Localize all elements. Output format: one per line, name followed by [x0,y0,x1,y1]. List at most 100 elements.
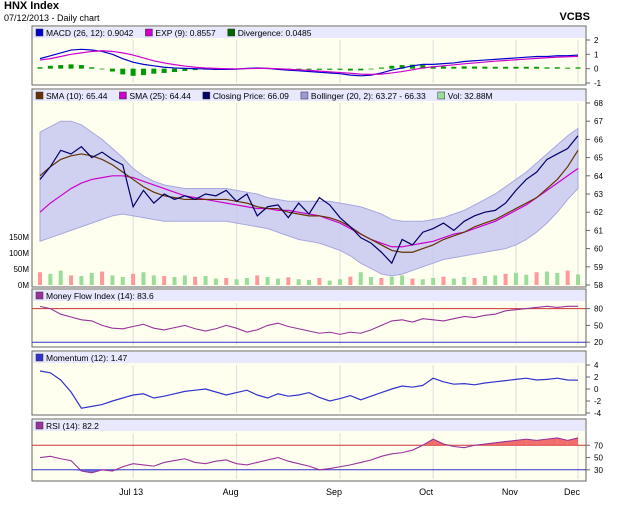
divergence-bar [451,66,457,69]
legend-label: RSI (14): 82.2 [46,421,99,431]
y-tick-label: 20 [594,338,603,347]
legend-swatch [35,28,44,37]
rsi-overbought-fill [526,439,537,446]
y-tick-label: 61 [594,226,603,235]
volume-bar [255,275,260,285]
legend-swatch [35,91,44,100]
y-tick-label: 0 [594,385,599,394]
panel-rsi [31,418,590,482]
volume-bar [379,277,384,285]
rsi-overbought-fill [495,441,506,446]
volume-bar [193,276,198,285]
volume-bar [141,272,146,285]
y-tick-label: 70 [594,441,603,450]
legend-swatch [145,28,153,37]
y-tick-label: 66 [594,135,603,144]
divergence-bar [409,64,415,69]
legend-swatch [119,91,127,100]
volume-bar [110,275,115,285]
y-tick-label: -4 [594,409,602,418]
divergence-bar [523,66,529,69]
volume-bar [369,277,374,285]
legend-label: MACD (26, 12): 0.9042 [46,28,134,38]
y-tick-label: 59 [594,263,603,272]
volume-bar [296,279,301,285]
divergence-bar [151,68,157,74]
y-tick-label: 50 [594,321,603,330]
legend-label: EXP (9): 0.8557 [155,28,216,38]
divergence-bar [544,67,550,69]
y-tick-label: 1 [594,50,599,59]
divergence-bar [327,68,333,70]
panel-legend-bar-rsi [33,420,585,431]
y-tick-label: 30 [594,466,603,475]
volume-bar [472,277,477,285]
volume-bar [48,273,53,285]
legend-swatch [35,421,44,430]
volume-bar [307,279,311,285]
macd-line [39,48,579,77]
panel-macd [31,25,590,86]
volume-bar [224,277,229,285]
momentum-line [39,370,579,409]
divergence-bar [120,68,126,75]
volume-bar [555,272,560,285]
y-tick-label: 65 [594,154,603,163]
y-tick-label: 68 [594,99,603,108]
y-tick-label: 4 [594,361,599,370]
divergence-bar [337,68,343,70]
divergence-bar [482,66,488,69]
volume-bar [493,275,498,285]
legend-label: SMA (25): 64.44 [129,91,191,101]
y-tick-label: -1 [594,79,602,88]
volume-bar [544,271,549,285]
divergence-bar [89,67,95,69]
divergence-bar [140,68,146,76]
panel-legend-bar-macd [33,27,585,38]
volume-bar [275,278,280,285]
divergence-bar [78,65,84,69]
divergence-bar [358,68,364,71]
divergence-bar [192,68,198,71]
legend-label: Vol: 32.88M [448,91,493,101]
legend-label: Money Flow Index (14): 83.6 [46,291,154,301]
x-tick-label: Oct [419,487,434,497]
x-tick-label: Dec [564,487,581,497]
y-tick-label: 2 [594,373,599,382]
exp-line [39,50,579,76]
volume-bar [534,272,539,285]
divergence-bar [296,68,302,70]
x-tick-label: Jul 13 [119,487,143,497]
legend-swatch [437,91,445,100]
x-tick-label: Nov [502,487,519,497]
volume-bar [69,275,74,285]
y-tick-label: 62 [594,208,603,217]
y-tick-label: 2 [594,36,599,45]
volume-bar [503,273,508,285]
volume-bar [79,276,84,285]
volume-bar [234,279,239,285]
legend-swatch [35,353,44,362]
volume-bar [482,276,487,285]
divergence-bar [389,65,395,69]
chart-title: HNX Index [4,0,60,12]
divergence-bar [430,66,436,69]
divergence-bar [37,67,43,69]
volume-tick-label: 0M [18,281,29,290]
divergence-bar [575,67,581,69]
volume-bar [462,277,467,285]
volume-bar [162,276,167,285]
divergence-bar [58,65,64,69]
y-tick-label: 64 [594,172,603,181]
legend-label: Momentum (12): 1.47 [46,353,128,363]
divergence-bar [109,68,115,72]
divergence-bar [47,65,53,69]
legend-label: Closing Price: 66.09 [213,91,289,101]
volume-bar [327,280,332,285]
volume-bar [565,270,570,285]
panel-legend-bar-price [33,90,585,101]
volume-bar [151,275,156,285]
volume-bar [131,273,136,285]
